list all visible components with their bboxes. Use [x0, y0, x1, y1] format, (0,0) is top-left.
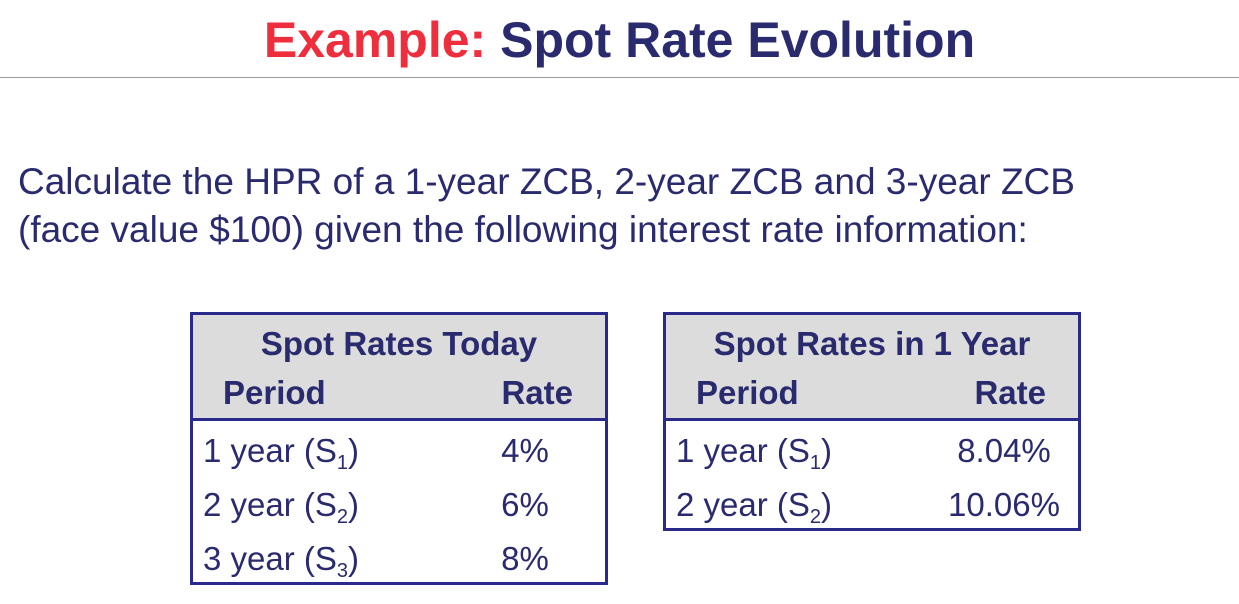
rate-cell: 10.06% — [948, 486, 1060, 523]
column-header-rate: Rate — [974, 374, 1046, 411]
period-cell: 1 year (S1) — [203, 432, 360, 474]
intro-text: Calculate the HPR of a 1-year ZCB, 2-yea… — [18, 158, 1233, 254]
table-row: 1 year (S1) 4% — [193, 421, 605, 475]
table-caption: Spot Rates Today — [260, 325, 538, 362]
column-header-period: Period — [223, 374, 326, 411]
slide-title: Example: Spot Rate Evolution — [0, 10, 1239, 70]
table-caption: Spot Rates in 1 Year — [713, 325, 1031, 362]
column-header-period: Period — [696, 374, 799, 411]
spot-rates-today-table: Spot Rates Today Period Rate 1 year (S1)… — [190, 312, 608, 585]
period-cell: 2 year (S2) — [203, 486, 360, 528]
column-header-rate: Rate — [501, 374, 573, 411]
title-prefix: Example: — [263, 12, 487, 68]
period-cell: 2 year (S2) — [676, 486, 833, 528]
table-row: 3 year (S3) 8% — [193, 529, 605, 583]
intro-line: Calculate the HPR of a 1-year ZCB, 2-yea… — [18, 161, 1075, 202]
period-cell: 1 year (S1) — [676, 432, 833, 474]
title-divider — [0, 77, 1239, 78]
rate-cell: 6% — [501, 486, 549, 523]
table-header: Spot Rates Today Period Rate — [193, 315, 605, 421]
period-cell: 3 year (S3) — [203, 540, 360, 582]
rate-cell: 4% — [501, 432, 549, 469]
intro-line: (face value $100) given the following in… — [18, 209, 1028, 250]
table-row: 2 year (S2) 10.06% — [666, 475, 1078, 529]
rate-cell: 8.04% — [957, 432, 1051, 469]
rate-cell: 8% — [501, 540, 549, 577]
table-row: 2 year (S2) 6% — [193, 475, 605, 529]
spot-rates-in-1-year-table: Spot Rates in 1 Year Period Rate 1 year … — [663, 312, 1081, 531]
table-row: 1 year (S1) 8.04% — [666, 421, 1078, 475]
table-header: Spot Rates in 1 Year Period Rate — [666, 315, 1078, 421]
title-main: Spot Rate Evolution — [500, 12, 976, 68]
